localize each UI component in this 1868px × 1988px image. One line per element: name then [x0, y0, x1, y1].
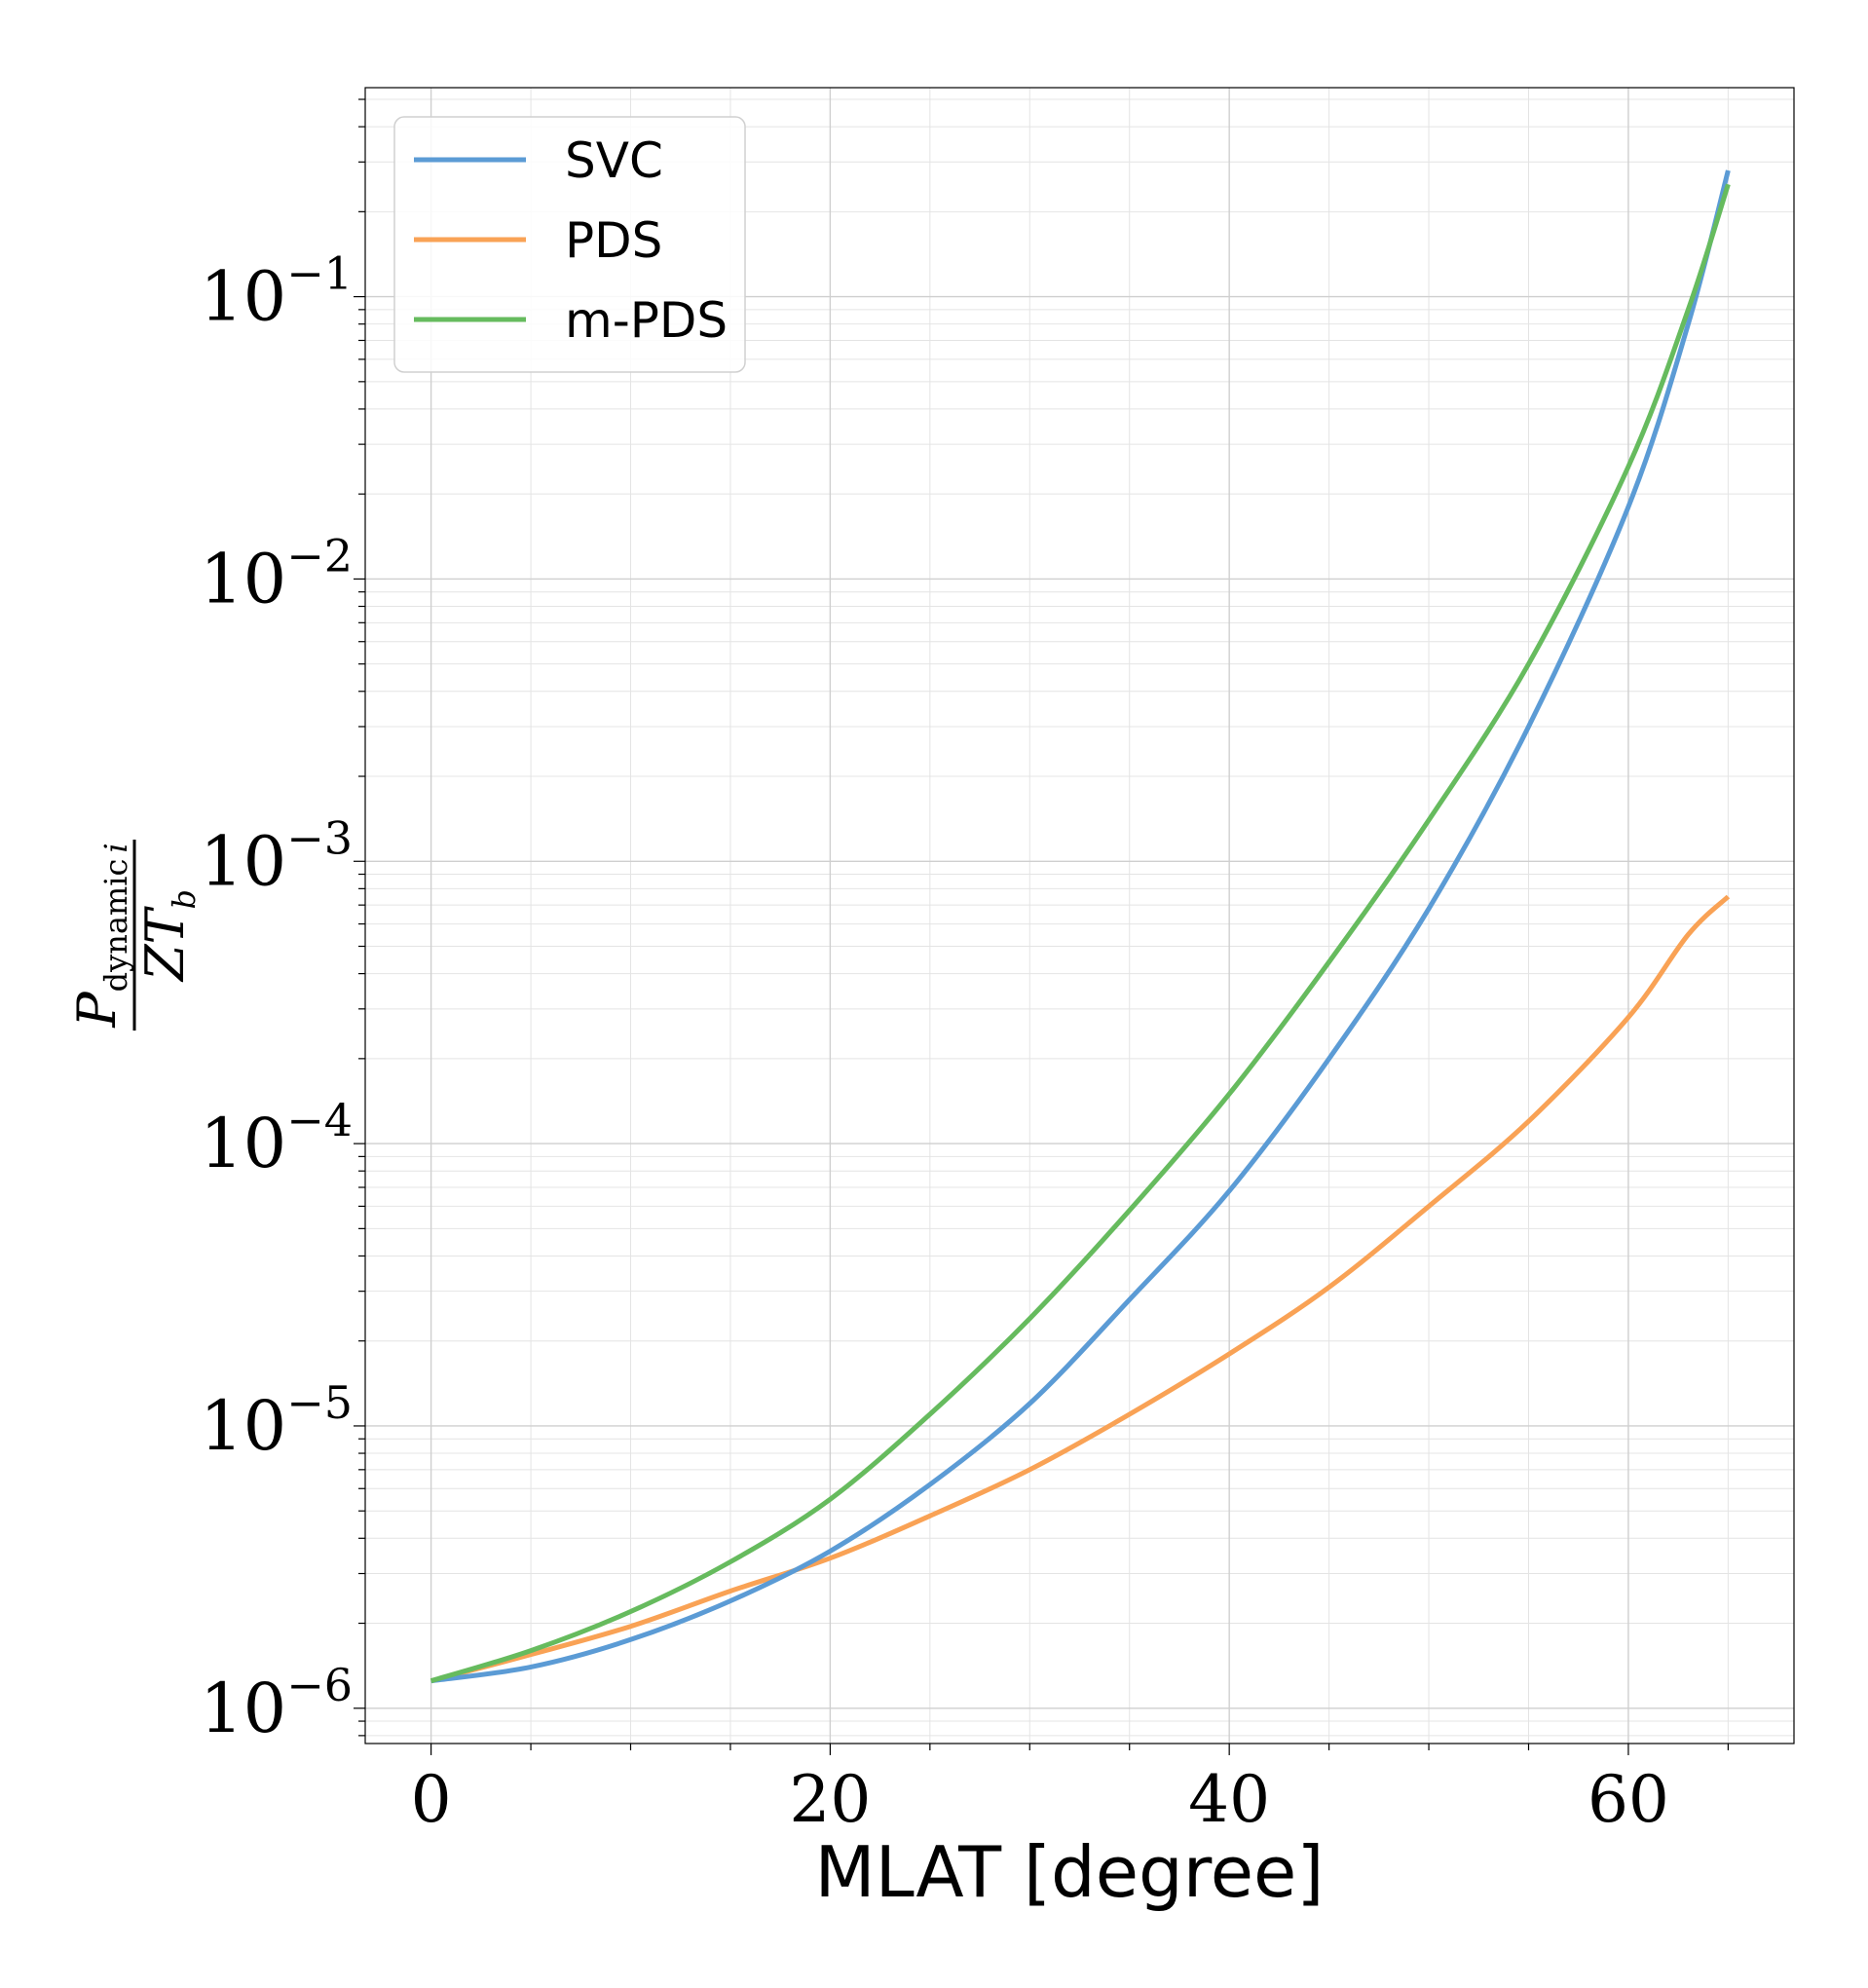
legend-box: [393, 116, 746, 373]
x-tick-labels: 0 20 40 60: [411, 1762, 1669, 1837]
y-tick-label: 10−4: [200, 1094, 353, 1183]
y-label-subscript: dynamic: [97, 859, 134, 993]
y-tick-label: 10−1: [200, 247, 353, 337]
x-tick-label: 60: [1588, 1762, 1669, 1837]
svg-text:Pdynamici: Pdynamic i: [66, 843, 134, 1028]
y-tick-labels: 10−610−510−410−310−210−1: [200, 247, 353, 1748]
y-tick-base: 10: [200, 1669, 286, 1748]
y-tick-base: 10: [200, 821, 286, 901]
legend-label-m-pds: m-PDS: [565, 292, 728, 349]
y-tick-label: 10−3: [200, 811, 353, 901]
x-tick-label: 40: [1188, 1762, 1270, 1837]
y-tick-base: 10: [200, 257, 286, 337]
axis-ticks: [354, 98, 1729, 1755]
y-label-denominator-sub: b: [166, 889, 203, 909]
series-layer: [430, 169, 1731, 1684]
legend-label-svc: SVC: [565, 132, 663, 189]
series-line-pds: [430, 894, 1731, 1684]
y-tick-exponent: −3: [286, 811, 353, 864]
y-tick-base: 10: [200, 1104, 286, 1183]
series-line-svc: [430, 169, 1731, 1684]
y-label-denominator: ZT: [134, 905, 196, 983]
series-line-m-pds: [430, 183, 1731, 1684]
y-tick-exponent: −2: [286, 529, 353, 581]
y-tick-exponent: −5: [286, 1376, 353, 1429]
legend-label-pds: PDS: [565, 212, 662, 269]
x-tick-label: 0: [411, 1762, 452, 1837]
y-tick-exponent: −1: [286, 247, 353, 300]
x-tick-label: 20: [789, 1762, 871, 1837]
y-label-subscript-var: i: [97, 843, 134, 852]
y-tick-label: 10−5: [200, 1376, 353, 1466]
y-tick-base: 10: [200, 1386, 286, 1466]
y-label-main: P: [66, 991, 128, 1029]
y-tick-exponent: −4: [286, 1094, 353, 1146]
legend: SVC PDS m-PDS: [393, 116, 746, 373]
axes-frame: [364, 87, 1795, 1744]
y-tick-exponent: −6: [286, 1659, 353, 1711]
x-axis-label: MLAT [degree]: [815, 1831, 1325, 1913]
svg-text:ZTb: ZTb: [134, 889, 203, 983]
y-axis-label: Pdynamic i ZTb: [66, 840, 203, 1031]
y-tick-label: 10−2: [200, 529, 353, 619]
y-tick-base: 10: [200, 539, 286, 619]
y-tick-label: 10−6: [200, 1659, 353, 1748]
